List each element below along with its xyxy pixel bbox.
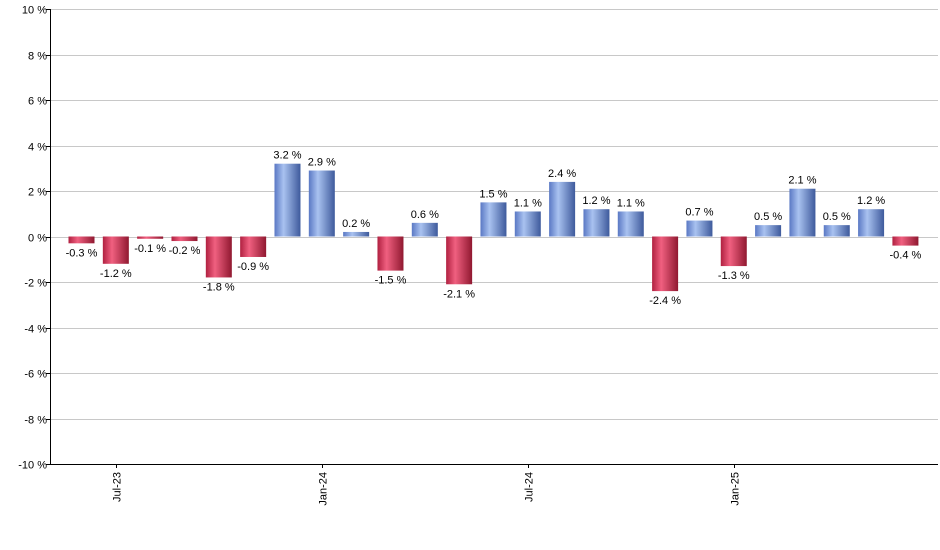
data-label: 1.1 %: [617, 197, 645, 209]
bar: [274, 163, 301, 237]
data-label: 0.7 %: [685, 207, 713, 219]
data-label: -0.4 %: [890, 250, 922, 262]
data-label: -0.1 %: [134, 243, 166, 255]
gridlines: [50, 9, 938, 420]
bar: [102, 236, 129, 264]
data-label: 1.5 %: [479, 188, 507, 200]
bar: [205, 236, 232, 278]
axes: [46, 9, 938, 468]
bar: [720, 236, 747, 267]
bar: [858, 209, 885, 237]
bar: [892, 236, 919, 246]
data-label: 2.4 %: [548, 168, 576, 180]
bar: [686, 220, 713, 237]
data-label: 0.2 %: [342, 218, 370, 230]
bar: [171, 236, 198, 242]
bar: [137, 236, 164, 239]
y-tick-label: 10 %: [22, 5, 47, 17]
y-tick-label: 2 %: [28, 187, 47, 199]
data-label: 2.9 %: [308, 157, 336, 169]
data-label: 1.1 %: [514, 197, 542, 209]
data-label: 2.1 %: [788, 175, 816, 187]
bar: [377, 236, 404, 271]
x-tick-label: Jul-24: [524, 472, 536, 502]
labels: 10 % 8 % 6 % 4 % 2 % 0 % -2 % -4 % -6 % -8 % -10 %…: [18, 5, 921, 506]
bar: [240, 236, 267, 257]
y-tick-label: -4 %: [24, 324, 47, 336]
data-label: -2.1 %: [443, 288, 475, 300]
bar: [652, 236, 679, 292]
y-tick-label: -2 %: [24, 278, 47, 290]
data-label: 0.6 %: [411, 209, 439, 221]
y-tick-label: 4 %: [28, 142, 47, 154]
y-tick-label: 6 %: [28, 96, 47, 108]
bar: [755, 225, 782, 237]
bar: [480, 202, 507, 237]
data-label: -2.4 %: [649, 295, 681, 307]
bars: [68, 163, 919, 292]
y-tick-label: 8 %: [28, 51, 47, 63]
bar: [68, 236, 95, 244]
data-label: -0.2 %: [169, 245, 201, 257]
bar: [343, 231, 370, 237]
bar: [549, 181, 576, 237]
x-tick-label: Jan-24: [318, 472, 330, 506]
data-label: 0.5 %: [823, 211, 851, 223]
bar: [411, 222, 438, 237]
y-tick-label: -8 %: [24, 415, 47, 427]
bar: [789, 188, 816, 237]
bar: [823, 225, 850, 237]
y-tick-label: 0 %: [28, 233, 47, 245]
data-label: 3.2 %: [273, 150, 301, 162]
data-label: -1.2 %: [100, 268, 132, 280]
y-tick-label: -6 %: [24, 369, 47, 381]
data-label: -0.9 %: [237, 261, 269, 273]
data-label: -1.3 %: [718, 270, 750, 282]
bar: [617, 211, 644, 237]
bar: [583, 209, 610, 237]
data-label: 1.2 %: [582, 195, 610, 207]
data-label: -1.8 %: [203, 281, 235, 293]
y-tick-label: -10 %: [18, 460, 47, 472]
bar: [514, 211, 541, 237]
data-label: -0.3 %: [66, 247, 98, 259]
data-label: 1.2 %: [857, 195, 885, 207]
data-label: -1.5 %: [375, 275, 407, 287]
x-tick-label: Jul-23: [112, 472, 124, 502]
data-label: 0.5 %: [754, 211, 782, 223]
bar: [446, 236, 473, 285]
bar: [308, 170, 335, 237]
x-tick-label: Jan-25: [730, 472, 742, 506]
